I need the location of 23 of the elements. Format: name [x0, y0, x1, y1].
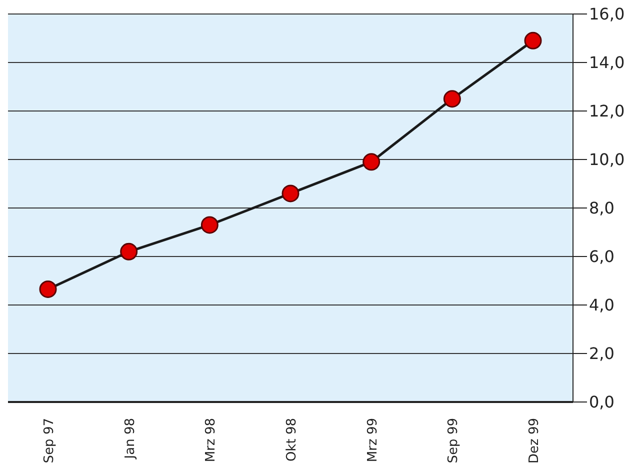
x-tick-label: Mrz 99 [365, 418, 380, 462]
y-tick-label: 14,0 [589, 53, 625, 72]
y-tick-label: 16,0 [589, 4, 625, 24]
point [362, 153, 380, 171]
y-tick-label: 4,0 [589, 296, 614, 315]
y-tick-label: 8,0 [589, 198, 614, 218]
point [443, 90, 461, 108]
x-tick-label: Okt 98 [284, 418, 300, 462]
point [120, 242, 138, 260]
x-tick-label: Sep 99 [446, 418, 462, 464]
x-tick-label: Dez 99 [527, 418, 542, 464]
y-tick-label: 6,0 [589, 247, 614, 266]
point [39, 280, 57, 298]
y-tick-label: 2,0 [589, 344, 614, 364]
y-tick-label: 10,0 [589, 150, 625, 170]
x-tick-label: Mrz 98 [204, 418, 219, 462]
y-tick-label: 12,0 [589, 102, 625, 121]
y-tick-label: 0,0 [589, 392, 614, 412]
point [200, 216, 218, 234]
point [282, 184, 300, 202]
x-tick-label: Jan 98 [122, 418, 138, 460]
point [524, 32, 542, 50]
x-tick-label: Sep 97 [42, 418, 57, 464]
